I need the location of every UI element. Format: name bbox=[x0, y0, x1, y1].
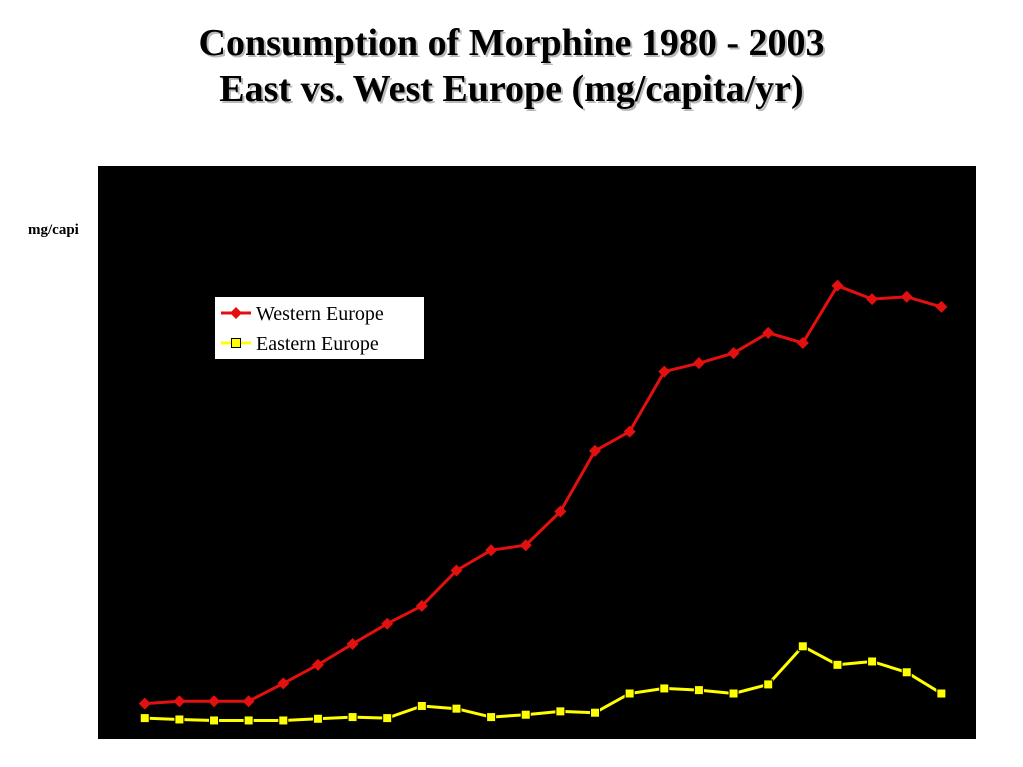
data-point-eastern-europe bbox=[936, 688, 947, 699]
data-point-western-europe bbox=[519, 539, 532, 552]
data-point-eastern-europe bbox=[763, 679, 774, 690]
data-point-western-europe bbox=[381, 617, 394, 630]
data-point-western-europe bbox=[658, 365, 671, 378]
data-point-eastern-europe bbox=[209, 715, 220, 726]
data-point-eastern-europe bbox=[728, 688, 739, 699]
data-point-western-europe bbox=[727, 347, 740, 360]
data-point-eastern-europe bbox=[451, 703, 462, 714]
series-line-western-europe bbox=[144, 284, 942, 706]
data-point-western-europe bbox=[311, 658, 324, 671]
data-point-eastern-europe bbox=[590, 707, 601, 718]
data-point-western-europe bbox=[346, 637, 359, 650]
data-point-western-europe bbox=[138, 697, 151, 710]
data-point-eastern-europe bbox=[520, 709, 531, 720]
data-point-western-europe bbox=[173, 695, 186, 708]
data-point-eastern-europe bbox=[797, 641, 808, 652]
data-point-eastern-europe bbox=[416, 700, 427, 711]
data-point-western-europe bbox=[796, 336, 809, 349]
data-point-eastern-europe bbox=[659, 683, 670, 694]
data-point-eastern-europe bbox=[347, 712, 358, 723]
data-point-eastern-europe bbox=[243, 715, 254, 726]
chart-title-line-1: Consumption of Morphine 1980 - 2003 bbox=[198, 22, 825, 64]
chart-title: Consumption of Morphine 1980 - 2003 East… bbox=[0, 20, 1023, 112]
data-point-western-europe bbox=[415, 599, 428, 612]
data-point-western-europe bbox=[554, 505, 567, 518]
data-point-western-europe bbox=[277, 677, 290, 690]
data-point-eastern-europe bbox=[312, 713, 323, 724]
data-point-western-europe bbox=[866, 293, 879, 306]
data-point-western-europe bbox=[935, 300, 948, 313]
legend-marker-eastern-europe bbox=[231, 338, 241, 348]
data-point-western-europe bbox=[762, 326, 775, 339]
chart-title-line-2: East vs. West Europe (mg/capita/yr) bbox=[219, 68, 804, 110]
line-chart: Western Europe Eastern Europe bbox=[98, 166, 976, 739]
y-axis-label: mg/capi bbox=[28, 222, 79, 238]
legend-label-western-europe: Western Europe bbox=[256, 303, 384, 325]
data-point-western-europe bbox=[900, 290, 913, 303]
legend-box bbox=[215, 297, 424, 359]
data-point-western-europe bbox=[242, 695, 255, 708]
data-point-western-europe bbox=[623, 425, 636, 438]
data-point-eastern-europe bbox=[278, 715, 289, 726]
plot-area bbox=[98, 166, 976, 739]
data-point-eastern-europe bbox=[382, 713, 393, 724]
data-point-western-europe bbox=[208, 695, 221, 708]
data-point-western-europe bbox=[589, 444, 602, 457]
data-point-eastern-europe bbox=[832, 659, 843, 670]
data-point-western-europe bbox=[450, 564, 463, 577]
series-layer bbox=[138, 279, 948, 726]
data-point-eastern-europe bbox=[555, 706, 566, 717]
data-point-western-europe bbox=[831, 279, 844, 292]
legend: Western Europe Eastern Europe bbox=[215, 297, 424, 359]
data-point-eastern-europe bbox=[624, 688, 635, 699]
data-point-eastern-europe bbox=[901, 667, 912, 678]
data-point-eastern-europe bbox=[174, 714, 185, 725]
data-point-eastern-europe bbox=[139, 713, 150, 724]
data-point-eastern-europe bbox=[693, 685, 704, 696]
legend-label-eastern-europe: Eastern Europe bbox=[256, 333, 379, 355]
data-point-eastern-europe bbox=[867, 656, 878, 667]
data-point-eastern-europe bbox=[486, 712, 497, 723]
data-point-western-europe bbox=[485, 544, 498, 557]
legend-marker-western-europe bbox=[230, 307, 242, 319]
data-point-western-europe bbox=[692, 357, 705, 370]
series-line-eastern-europe bbox=[144, 644, 943, 722]
